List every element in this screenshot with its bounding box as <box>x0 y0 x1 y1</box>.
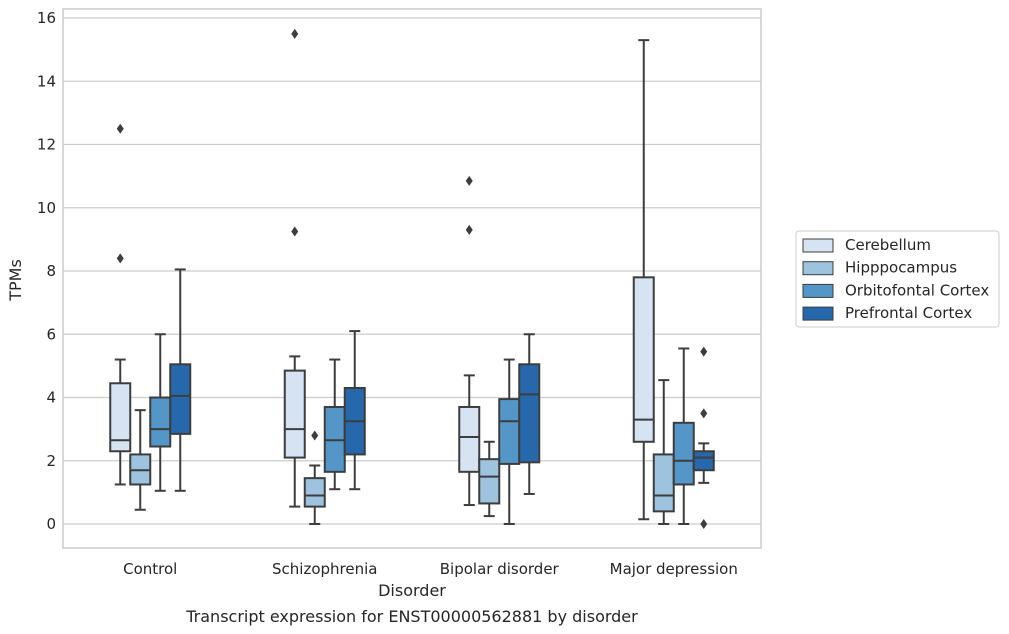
box-body <box>169 363 192 435</box>
boxes <box>109 28 715 529</box>
legend-frame <box>795 230 1000 328</box>
box-hipppocampus <box>129 409 152 511</box>
legend-items: Cerebellum Hipppocampus Orbitofontal Corte… <box>802 236 989 322</box>
box-prefrontal-cortex <box>343 330 366 491</box>
legend-swatch <box>802 283 834 298</box>
y-tick-label: 10 <box>37 199 56 217</box>
box-cerebellum <box>109 123 132 486</box>
y-axis-ticks: 0 2 4 6 8 10 12 14 16 <box>37 9 56 533</box>
legend-label: Cerebellum <box>845 236 931 254</box>
y-axis-label: TPMs <box>6 259 25 302</box>
outlier-point <box>116 123 124 134</box>
box-hipppocampus <box>652 379 675 525</box>
box-body <box>109 382 132 453</box>
box-body <box>672 421 695 486</box>
outlier-point <box>291 226 299 237</box>
box-cerebellum <box>458 175 481 507</box>
box-body <box>632 276 655 443</box>
legend: Cerebellum Hipppocampus Orbitofontal Corte… <box>795 230 1000 328</box>
box-orbitofontal-cortex <box>323 358 346 491</box>
box-prefrontal-cortex <box>692 346 715 529</box>
box-prefrontal-cortex <box>169 268 192 492</box>
box-body <box>478 458 501 505</box>
plot-frame <box>62 8 762 549</box>
box-body <box>458 405 481 473</box>
outlier-point <box>465 175 473 186</box>
box-cerebellum <box>283 28 306 508</box>
box-body <box>283 369 306 459</box>
box-body <box>149 396 172 448</box>
legend-swatch <box>802 238 834 253</box>
y-tick-label: 16 <box>37 9 56 27</box>
outlier-point <box>116 253 124 264</box>
y-tick-label: 0 <box>46 515 56 533</box>
y-tick-label: 14 <box>37 72 56 90</box>
box-body <box>652 453 675 513</box>
outlier-point <box>700 346 708 357</box>
box-body <box>498 398 521 465</box>
legend-swatch <box>802 261 834 276</box>
box-orbitofontal-cortex <box>149 333 172 492</box>
y-tick-label: 4 <box>46 389 56 407</box>
x-axis-ticks: Control Schizophrenia Bipolar disorder Majo… <box>123 560 738 578</box>
box-body <box>303 477 326 508</box>
x-axis-label: Disorder <box>378 581 446 600</box>
box-hipppocampus <box>478 440 501 518</box>
y-tick-label: 2 <box>46 452 56 470</box>
outlier-point <box>311 430 319 441</box>
figure-caption: Transcript expression for ENST0000056288… <box>185 607 638 626</box>
outlier-point <box>291 28 299 39</box>
legend-label: Prefrontal Cortex <box>845 304 972 322</box>
outlier-point <box>700 408 708 419</box>
outlier-point <box>700 519 708 529</box>
box-orbitofontal-cortex <box>672 347 695 525</box>
legend-label: Hipppocampus <box>845 259 957 277</box>
y-tick-label: 6 <box>46 325 56 343</box>
box-cerebellum <box>632 39 655 521</box>
box-hipppocampus <box>303 430 326 525</box>
x-tick-label: Control <box>123 560 177 578</box>
y-tick-label: 8 <box>46 262 56 280</box>
box-prefrontal-cortex <box>518 333 541 495</box>
x-tick-label: Major depression <box>610 560 738 578</box>
outlier-point <box>465 224 473 235</box>
box-body <box>692 450 715 472</box>
x-tick-label: Bipolar disorder <box>440 560 560 578</box>
x-tick-label: Schizophrenia <box>272 560 377 578</box>
y-tick-label: 12 <box>37 136 56 154</box>
legend-swatch <box>802 306 834 321</box>
box-orbitofontal-cortex <box>498 358 521 525</box>
legend-label: Orbitofontal Cortex <box>845 281 989 299</box>
box-body <box>518 363 541 464</box>
